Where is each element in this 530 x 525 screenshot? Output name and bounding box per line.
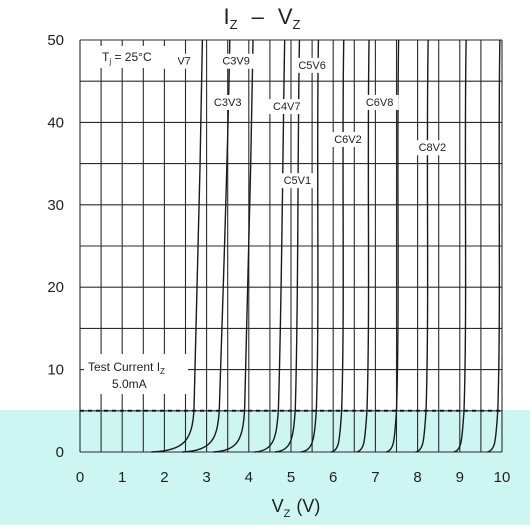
curve-c6v8 xyxy=(356,39,370,453)
series-label-c5v1: C5V1 xyxy=(284,175,312,187)
series-label-c6v8: C6V8 xyxy=(366,97,394,109)
grid xyxy=(79,39,503,453)
curve-c5v1 xyxy=(274,39,301,453)
curve-c3v3 xyxy=(182,39,231,453)
condition-label: Tj = 25°C xyxy=(102,50,152,66)
series-label-c5v6: C5V6 xyxy=(298,60,326,72)
series-label-bg xyxy=(208,94,247,110)
series-label-c3v9: C3V9 xyxy=(222,56,250,68)
y-tick-label: 50 xyxy=(47,32,64,49)
series-label-c3v3: C3V3 xyxy=(214,97,242,109)
series-label-bg xyxy=(267,99,306,115)
series-label-c4v7: C4V7 xyxy=(273,101,301,113)
series-label-bg xyxy=(328,132,367,147)
test-current-value: 5.0mA xyxy=(112,377,147,391)
x-tick-label: 1 xyxy=(118,469,126,486)
test-current-box xyxy=(84,354,188,394)
series-label-bg xyxy=(293,57,332,73)
y-tick-label: 10 xyxy=(47,362,64,379)
x-tick-label: 2 xyxy=(160,469,168,486)
x-tick-label: 9 xyxy=(456,469,464,486)
series-label-bg xyxy=(413,140,452,156)
series-label-bg xyxy=(360,94,399,110)
y-tick-label: 40 xyxy=(47,114,64,131)
y-tick-label: 30 xyxy=(47,197,64,214)
tick-labels: 0 1 2 3 4 5 6 7 8 9 10 0 10 20 30 40 50 xyxy=(47,32,510,486)
x-tick-label: 8 xyxy=(413,469,421,486)
test-current-label: Test Current IZ xyxy=(88,360,165,376)
x-tick-label: 7 xyxy=(371,469,379,486)
curve-c2v7 xyxy=(151,39,204,453)
curve-c9v1 xyxy=(453,39,467,453)
highlight-band xyxy=(0,410,530,525)
y-tick-label: 0 xyxy=(56,444,64,461)
x-tick-label: 3 xyxy=(202,469,210,486)
series-label-c6v2: C6V2 xyxy=(334,134,362,146)
condition-box xyxy=(98,46,178,68)
chart-title: IZ – VZ xyxy=(224,4,301,32)
x-axis-label: VZ (V) xyxy=(272,496,321,520)
series-label-bg xyxy=(217,53,256,69)
series-label-c8v2: C8V2 xyxy=(419,142,447,154)
x-tick-label: 5 xyxy=(287,469,295,486)
curve-c4v7 xyxy=(254,39,286,453)
curve-c5v6 xyxy=(300,39,320,453)
x-tick-label: 6 xyxy=(329,469,337,486)
x-tick-label: 0 xyxy=(76,469,84,486)
x-tick-label: 10 xyxy=(494,469,511,486)
curves xyxy=(151,39,501,453)
x-tick-label: 4 xyxy=(245,469,253,486)
series-label-bg xyxy=(278,173,317,189)
curve-c10 xyxy=(487,39,501,453)
curve-c3v9 xyxy=(213,39,254,453)
curve-c6v2 xyxy=(330,39,345,453)
curve-c8v2 xyxy=(415,39,429,453)
curve-c7v5 xyxy=(385,39,400,453)
series-labels: C2V7C3V9C5V6C3V3C4V7C6V8C6V2C8V2C5V1 xyxy=(158,53,452,189)
y-tick-label: 20 xyxy=(47,279,64,296)
